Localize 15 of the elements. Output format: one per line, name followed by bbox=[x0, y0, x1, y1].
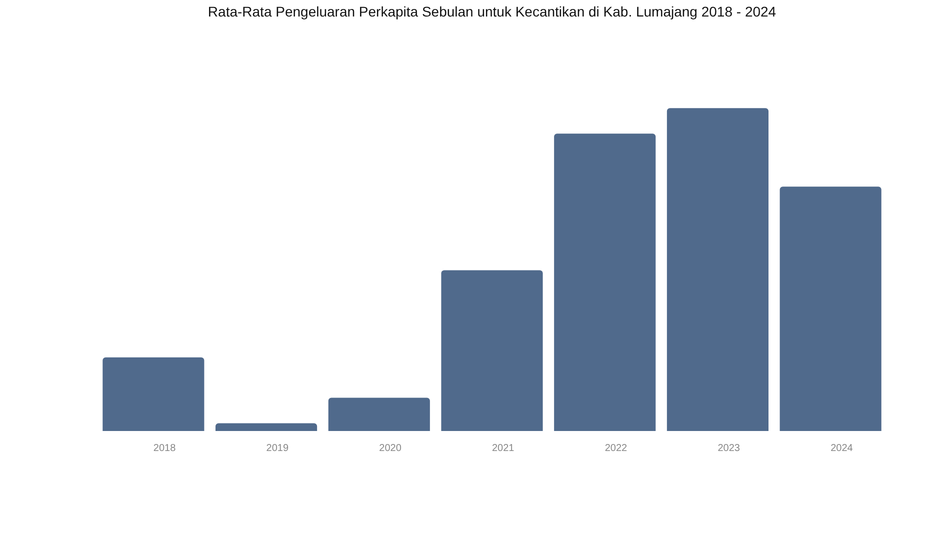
x-tick-label: 2022 bbox=[604, 442, 628, 454]
chart-title: Rata-Rata Pengeluaran Perkapita Sebulan untuk Kecantikan di Kab. Lumajang 2018 - 2024 bbox=[208, 3, 776, 20]
x-tick-label: 2020 bbox=[379, 442, 402, 454]
bar bbox=[441, 270, 543, 431]
bar bbox=[102, 357, 204, 431]
x-tick-label: 2023 bbox=[718, 442, 740, 454]
bar bbox=[666, 108, 768, 431]
bar bbox=[216, 423, 318, 431]
bar bbox=[328, 398, 430, 431]
bar bbox=[780, 186, 882, 431]
x-tick-label: 2024 bbox=[830, 442, 854, 454]
x-tick-label: 2018 bbox=[153, 442, 176, 454]
x-tick-label: 2019 bbox=[266, 442, 289, 454]
x-tick-label: 2021 bbox=[492, 442, 515, 454]
bar bbox=[554, 134, 656, 431]
